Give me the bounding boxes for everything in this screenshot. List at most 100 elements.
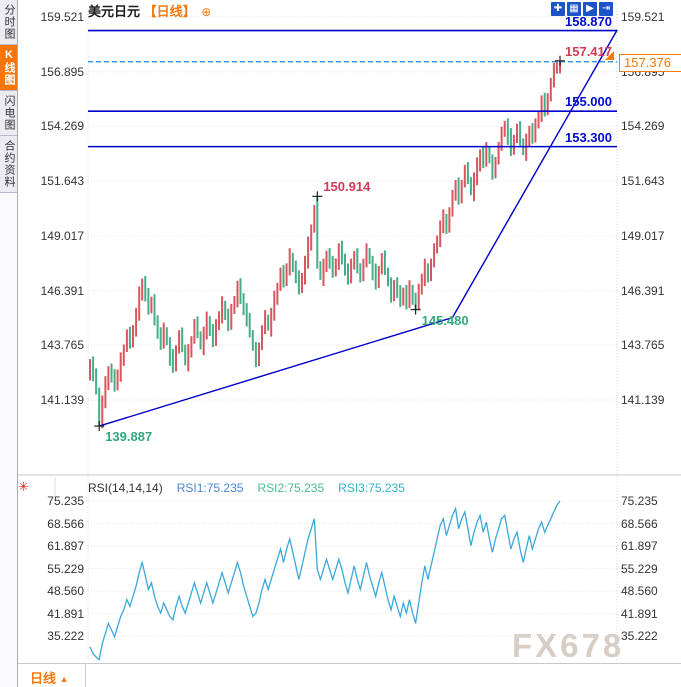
candle — [552, 62, 555, 88]
candle — [509, 128, 512, 156]
candle — [411, 284, 414, 305]
candle — [181, 327, 184, 353]
candle — [399, 285, 402, 307]
candle — [442, 209, 445, 234]
candle — [107, 366, 110, 391]
candle — [473, 172, 475, 202]
candle — [208, 316, 211, 336]
candle — [218, 311, 220, 330]
candle — [402, 287, 405, 306]
candle — [227, 308, 230, 332]
candle — [417, 283, 420, 311]
candle — [276, 282, 279, 305]
candle — [98, 387, 101, 426]
candle — [488, 146, 491, 164]
candle — [516, 123, 518, 143]
candle — [519, 121, 522, 146]
circle-plus-icon[interactable]: ⊕ — [201, 5, 212, 19]
period-selector[interactable]: 日线 ▲ — [30, 668, 69, 687]
candle — [537, 110, 540, 129]
candle — [150, 296, 153, 314]
trend-chart-icon[interactable]: ▶ — [583, 2, 597, 16]
candle — [540, 95, 543, 122]
candle — [288, 248, 291, 276]
candle — [153, 294, 156, 326]
candle — [135, 307, 138, 337]
candle — [254, 342, 257, 368]
candle — [494, 157, 497, 179]
sidebar-tab-lightning[interactable]: 闪电图 — [0, 91, 17, 136]
candle — [460, 180, 463, 204]
candle — [476, 157, 479, 186]
sidebar-tab-timeline[interactable]: 分时图 — [0, 0, 17, 45]
candle — [310, 224, 313, 251]
candle — [340, 240, 343, 265]
candle — [119, 352, 122, 382]
candle — [202, 326, 205, 356]
candle — [454, 180, 457, 201]
period-label: 日线 — [30, 671, 57, 686]
candle — [500, 126, 503, 151]
candle — [482, 146, 485, 168]
candle — [387, 267, 389, 287]
rsi1-value: RSI1:75.235 — [176, 481, 244, 495]
candle — [393, 280, 396, 302]
candle — [221, 296, 224, 324]
candle — [104, 376, 107, 409]
candle — [549, 78, 552, 102]
chart-toolbar: ✚ ▦ ▶ ⇥ — [551, 2, 613, 16]
candle — [325, 250, 328, 273]
candle — [251, 330, 254, 351]
candle — [420, 273, 423, 295]
candle — [451, 190, 454, 217]
rsi-title: RSI(14,14,14) — [88, 481, 163, 495]
candle — [414, 292, 417, 310]
candle — [546, 93, 549, 116]
candle — [138, 286, 141, 321]
sidebar: 分时图 K线图 闪电图 合约资料 — [0, 0, 18, 687]
candle — [491, 154, 494, 180]
candle — [439, 220, 442, 247]
sidebar-tab-contract-info[interactable]: 合约资料 — [0, 136, 17, 193]
candle — [116, 369, 119, 391]
rsi3-value: RSI3:75.235 — [338, 481, 405, 495]
candle — [171, 349, 174, 373]
rsi-settings-icon[interactable]: ✳ — [18, 479, 29, 494]
candle — [457, 177, 460, 205]
chart-title: 美元日元 【日线】 ⊕ — [88, 1, 211, 20]
candle — [531, 123, 534, 144]
candle — [368, 248, 371, 264]
symbol-name: 美元日元 — [88, 4, 141, 19]
candle — [528, 125, 531, 148]
candle — [374, 263, 377, 290]
candle — [319, 261, 322, 280]
candle — [205, 311, 208, 340]
candle — [534, 118, 537, 143]
candle — [408, 280, 411, 309]
candle — [430, 258, 432, 282]
triangle-up-icon: ▲ — [59, 674, 69, 684]
candle — [184, 344, 187, 366]
candle — [159, 327, 162, 350]
watermark: FX678 — [512, 627, 625, 664]
candle — [347, 263, 349, 285]
candle — [187, 344, 190, 372]
candle — [291, 252, 294, 273]
candle — [331, 255, 334, 278]
candle — [236, 280, 239, 308]
candle — [559, 60, 561, 74]
candle — [230, 303, 233, 330]
pane-export-icon[interactable]: ⇥ — [599, 2, 613, 16]
candle — [113, 369, 116, 392]
candle — [433, 243, 436, 268]
candle — [356, 248, 359, 274]
candle — [485, 142, 488, 167]
candle — [506, 118, 509, 145]
grid-chart-icon[interactable]: ▦ — [567, 2, 581, 16]
candle — [233, 296, 236, 314]
candle — [175, 345, 177, 372]
sidebar-tab-candles[interactable]: K线图 — [0, 45, 17, 91]
candle — [555, 61, 558, 74]
crosshair-icon[interactable]: ✚ — [551, 2, 565, 16]
